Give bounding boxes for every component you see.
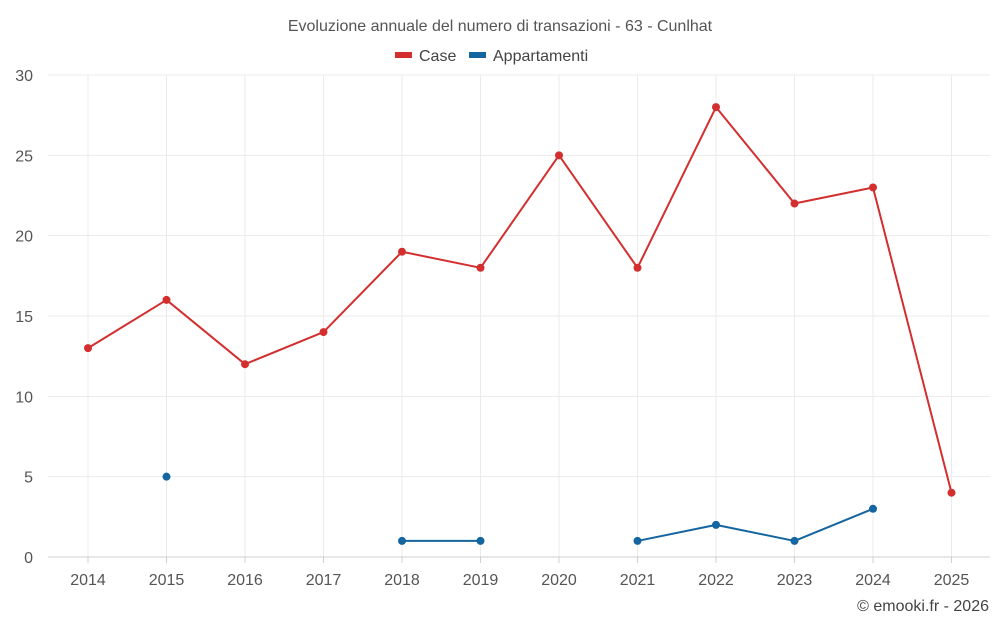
x-tick-label: 2019: [463, 572, 499, 589]
data-point-case-2019[interactable]: [476, 263, 485, 272]
data-point-case-2016[interactable]: [241, 360, 249, 369]
x-tick-label: 2025: [934, 572, 970, 589]
y-tick-label: 10: [15, 389, 33, 406]
data-point-appartamenti-2019[interactable]: [476, 536, 485, 545]
y-tick-label: 20: [15, 229, 33, 246]
series: [84, 103, 956, 545]
x-tick-label: 2018: [384, 572, 420, 589]
series-line-appartamenti: [637, 507, 874, 542]
x-tick-label: 2016: [227, 572, 263, 589]
data-point-appartamenti-2023[interactable]: [790, 536, 799, 545]
data-point-case-2023[interactable]: [790, 199, 799, 208]
y-tick-label: 30: [15, 68, 33, 85]
legend: Case Appartamenti: [395, 48, 588, 65]
x-tick-label: 2021: [620, 572, 656, 589]
data-point-appartamenti-2022[interactable]: [712, 520, 720, 529]
legend-swatch-case: [395, 52, 412, 58]
x-tick-label: 2017: [306, 572, 342, 589]
x-tick-label: 2024: [855, 572, 891, 589]
x-tick-label: 2022: [698, 572, 734, 589]
y-tick-label: 25: [15, 148, 33, 165]
data-point-case-2018[interactable]: [398, 247, 406, 256]
y-tick-label: 15: [15, 309, 33, 326]
data-point-case-2022[interactable]: [712, 103, 720, 112]
x-tick-label: 2014: [70, 572, 106, 589]
data-point-case-2014[interactable]: [84, 344, 92, 353]
y-tick-label: 5: [24, 470, 33, 487]
data-point-case-2017[interactable]: [319, 328, 328, 337]
series-appartamenti: [162, 472, 877, 545]
legend-item-appartamenti[interactable]: Appartamenti: [469, 48, 588, 65]
series-case: [84, 103, 956, 497]
grid: [48, 74, 990, 557]
y-tick-label: 0: [24, 550, 33, 567]
chart-title: Evoluzione annuale del numero di transaz…: [288, 18, 713, 35]
legend-item-case[interactable]: Case: [395, 48, 456, 65]
series-line-case: [87, 106, 953, 493]
x-tick-label: 2020: [541, 572, 577, 589]
data-point-appartamenti-2015[interactable]: [162, 472, 171, 481]
legend-label-case: Case: [419, 48, 456, 65]
x-tick-label: 2023: [777, 572, 813, 589]
data-point-case-2020[interactable]: [555, 151, 563, 160]
data-point-appartamenti-2024[interactable]: [869, 504, 877, 513]
data-point-case-2015[interactable]: [162, 295, 171, 304]
legend-label-appartamenti: Appartamenti: [493, 48, 588, 65]
credit-text: © emooki.fr - 2026: [857, 598, 989, 615]
legend-swatch-appartamenti: [469, 52, 486, 58]
x-tick-label: 2015: [149, 572, 185, 589]
data-point-appartamenti-2021[interactable]: [633, 536, 642, 545]
data-point-case-2021[interactable]: [633, 263, 642, 272]
data-point-case-2025[interactable]: [947, 488, 956, 497]
data-point-case-2024[interactable]: [869, 183, 877, 192]
data-point-appartamenti-2018[interactable]: [398, 536, 406, 545]
